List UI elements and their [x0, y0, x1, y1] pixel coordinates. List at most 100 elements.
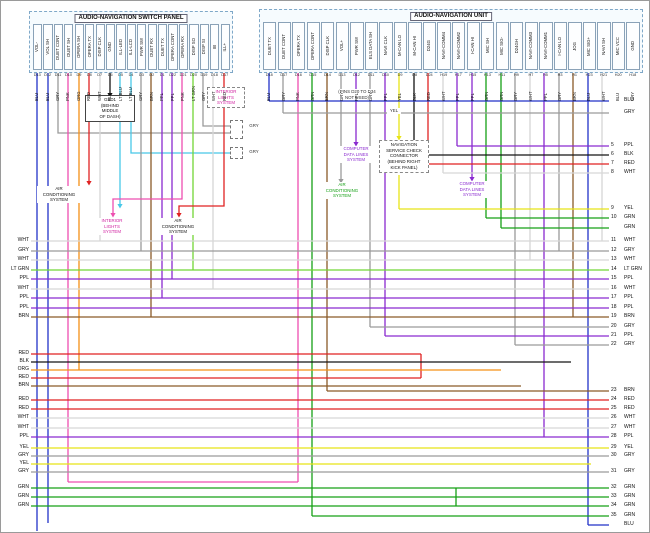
pin-label: NAVI-COMM4 — [440, 32, 446, 60]
row-right-label: GRN — [624, 213, 636, 220]
annotation: COMPUTER DATA LINES SYSTEM — [335, 146, 377, 164]
connector-pin: ELS DATA SH — [364, 22, 379, 70]
row-right-label: WHT — [624, 236, 636, 243]
row-number: 15 — [611, 274, 617, 281]
pin-number: D18 — [210, 73, 218, 77]
row-right-label: GRN — [624, 223, 636, 230]
pin-number: D13 — [338, 73, 346, 77]
wire-color-label: RED — [86, 92, 92, 101]
pin-number: D14 — [323, 73, 331, 77]
row-left-label: GRN — [17, 501, 29, 508]
wire-color-label: BLU — [615, 92, 621, 101]
connector-pin: OPERA CONT — [306, 22, 320, 70]
connector-pin: DISP SO — [189, 24, 199, 70]
row-number: 17 — [611, 293, 617, 300]
row-right-label: WHT — [624, 284, 636, 291]
wire-color-label: ORG — [75, 91, 81, 101]
wire-color-label: BRN — [324, 92, 330, 101]
row-right-label: GRY — [624, 340, 635, 347]
row-right-label: GRY — [624, 451, 635, 458]
annotation: GRY — [247, 149, 261, 155]
pin-number: H1 — [572, 73, 577, 77]
pin-number: D7 — [97, 73, 103, 77]
connector-pin: DUET SH — [64, 24, 74, 70]
row-right-label: PPL — [624, 432, 634, 439]
pin-label: DISP SO — [190, 38, 196, 56]
row-left-label: PPL — [19, 432, 29, 439]
pin-label: D24G — [426, 40, 432, 52]
wire — [202, 73, 237, 127]
pin-number: H18 — [629, 73, 637, 77]
annotation: AIR CONDITIONING SYSTEM — [37, 186, 81, 204]
pin-number: D11 — [54, 73, 62, 77]
connector-pin: OPERA RX — [178, 24, 189, 70]
row-right-label: GRN — [624, 511, 636, 518]
pin-number: D3 — [138, 73, 144, 77]
wire-color-label: WHT — [96, 91, 102, 101]
connector-pin: D24GH — [510, 22, 524, 70]
row-left-label: GRY — [18, 467, 29, 474]
connector-pin: DUET RX — [147, 24, 157, 70]
row-number: 12 — [611, 246, 617, 253]
pin-number: D8 — [412, 73, 418, 77]
connector-pin: VOL SH — [43, 24, 53, 70]
row-number: 10 — [611, 213, 617, 220]
connector-pin: ILL+ — [220, 24, 230, 70]
wire-color-label: BRN — [571, 92, 577, 101]
row-number: 29 — [611, 443, 617, 450]
row-number: 8 — [611, 168, 614, 175]
pin-label: NAVI CLK — [382, 36, 388, 56]
row-left-label: RED — [18, 373, 29, 380]
pin-label: JOG — [571, 41, 577, 51]
row-left-label: LT GRN — [11, 265, 29, 272]
annotation: YEL — [387, 108, 401, 114]
wire-arrow-icon — [338, 179, 344, 184]
row-number: 5 — [611, 141, 614, 148]
pin-label: DUET RX — [149, 37, 155, 57]
connector-pin: D24G — [422, 22, 437, 70]
row-right-label: RED — [624, 395, 635, 402]
pin-number: H17 — [454, 73, 462, 77]
connector-pin: NAVI CLK — [379, 22, 393, 70]
row-right-label: PPL — [624, 303, 634, 310]
row-number: 13 — [611, 255, 617, 262]
audio-navigation-switch-panel-title: AUDIO-NAVIGATION SWITCH PANEL — [74, 14, 188, 24]
pin-number: D10 — [64, 73, 72, 77]
annotation: GRY — [247, 123, 261, 129]
pin-number: D10 — [382, 73, 390, 77]
row-number: 19 — [611, 312, 617, 319]
wire-color-label: PNK — [295, 92, 301, 101]
connector-pin: DUET TX — [263, 22, 277, 70]
pin-number: D11 — [367, 73, 375, 77]
wire-color-label: BLU — [44, 92, 50, 101]
row-number: 33 — [611, 492, 617, 499]
pin-label: GND — [107, 42, 113, 52]
wire-color-label: WHT — [211, 91, 217, 101]
row-number: 35 — [611, 511, 617, 518]
connector-pin: OPERA SH — [74, 24, 84, 70]
pin-number: H11 — [498, 73, 506, 77]
wire-color-label: WHT — [440, 91, 446, 101]
row-right-label: GRY — [624, 246, 635, 253]
wire-color-label: GRN — [498, 91, 504, 101]
row-left-label: PPL — [19, 293, 29, 300]
audio-navigation-switch-panel: AUDIO-NAVIGATION SWITCH PANEL VOL- VOL SH D… — [29, 11, 233, 73]
row-number: 23 — [611, 386, 617, 393]
wire-color-label: PPL — [469, 93, 475, 101]
wire-color-label: WHT — [600, 91, 606, 101]
row-right-label: YEL — [624, 204, 634, 211]
connector-pin: MIC SIG+ — [582, 22, 597, 70]
pin-number: H21 — [600, 73, 608, 77]
row-left-label: YEL — [19, 443, 29, 450]
pin-number: H19 — [440, 73, 448, 77]
wire-color-label: GRY — [513, 92, 519, 101]
connector-pin: DISP CLK — [321, 22, 335, 70]
wire-color-label: PPL — [159, 93, 165, 101]
pin-label: DUET TX — [159, 37, 165, 57]
wire-color-label: LT BLU — [117, 87, 123, 101]
pin-label: DISP CLK — [96, 37, 102, 57]
wire-arrow-icon — [110, 213, 116, 218]
pin-number: D15 — [309, 73, 317, 77]
row-right-label: GRN — [624, 492, 636, 499]
